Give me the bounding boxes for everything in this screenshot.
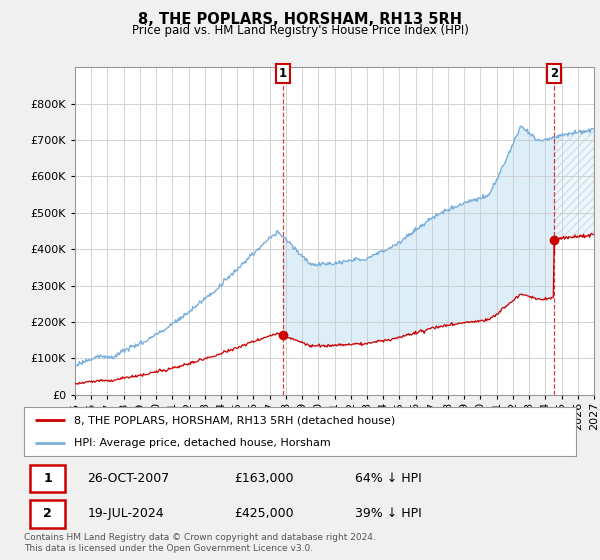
Text: Contains HM Land Registry data © Crown copyright and database right 2024.
This d: Contains HM Land Registry data © Crown c…	[24, 533, 376, 553]
Text: 1: 1	[43, 472, 52, 485]
Text: 26-OCT-2007: 26-OCT-2007	[88, 472, 170, 485]
Text: 8, THE POPLARS, HORSHAM, RH13 5RH (detached house): 8, THE POPLARS, HORSHAM, RH13 5RH (detac…	[74, 416, 395, 426]
Text: 8, THE POPLARS, HORSHAM, RH13 5RH: 8, THE POPLARS, HORSHAM, RH13 5RH	[138, 12, 462, 27]
Text: 19-JUL-2024: 19-JUL-2024	[88, 507, 164, 520]
Text: 2: 2	[43, 507, 52, 520]
Text: HPI: Average price, detached house, Horsham: HPI: Average price, detached house, Hors…	[74, 438, 331, 448]
Text: 1: 1	[279, 67, 287, 80]
Text: Price paid vs. HM Land Registry's House Price Index (HPI): Price paid vs. HM Land Registry's House …	[131, 24, 469, 36]
FancyBboxPatch shape	[29, 500, 65, 528]
FancyBboxPatch shape	[29, 465, 65, 492]
Text: 64% ↓ HPI: 64% ↓ HPI	[355, 472, 422, 485]
Text: 2: 2	[550, 67, 558, 80]
Text: £163,000: £163,000	[234, 472, 293, 485]
Text: £425,000: £425,000	[234, 507, 293, 520]
Text: 39% ↓ HPI: 39% ↓ HPI	[355, 507, 422, 520]
